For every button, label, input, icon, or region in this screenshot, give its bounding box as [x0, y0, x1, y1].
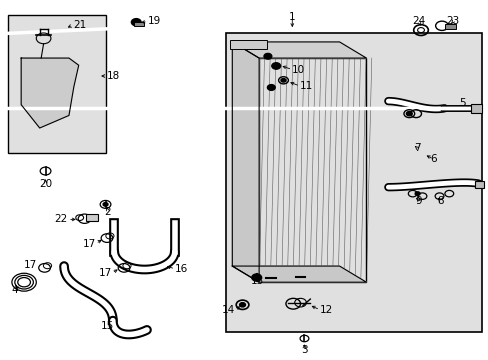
Bar — [259, 58, 366, 282]
Text: 17: 17 — [99, 268, 112, 278]
Text: 14: 14 — [221, 305, 234, 315]
Bar — [229, 40, 267, 49]
Text: 15: 15 — [100, 321, 113, 331]
Bar — [8, 15, 105, 153]
Text: 24: 24 — [411, 17, 425, 27]
Bar — [86, 214, 98, 221]
Text: 3: 3 — [301, 345, 307, 355]
Text: 16: 16 — [175, 264, 188, 274]
Text: 7: 7 — [413, 143, 420, 153]
Text: 4: 4 — [11, 285, 18, 296]
Text: 2: 2 — [104, 207, 111, 217]
Text: 21: 21 — [73, 20, 86, 30]
Polygon shape — [232, 42, 366, 58]
Text: 8: 8 — [436, 196, 443, 206]
Text: 22: 22 — [55, 215, 68, 224]
Bar — [470, 104, 481, 113]
Circle shape — [414, 192, 419, 195]
Polygon shape — [21, 58, 79, 128]
Text: 13: 13 — [250, 276, 264, 286]
Circle shape — [271, 63, 280, 69]
Text: 20: 20 — [39, 179, 52, 189]
Circle shape — [264, 53, 271, 59]
Text: 12: 12 — [320, 305, 333, 315]
Text: 10: 10 — [292, 64, 305, 75]
Text: 23: 23 — [446, 17, 459, 27]
Circle shape — [406, 112, 411, 116]
Text: 6: 6 — [429, 154, 436, 164]
Text: 17: 17 — [24, 260, 38, 270]
Text: 18: 18 — [107, 71, 120, 81]
Text: 11: 11 — [300, 81, 313, 91]
Text: 17: 17 — [82, 239, 96, 249]
Circle shape — [281, 78, 285, 82]
Circle shape — [131, 19, 141, 26]
Circle shape — [239, 303, 245, 307]
Text: 5: 5 — [459, 98, 466, 108]
Text: 1: 1 — [288, 12, 295, 22]
Polygon shape — [232, 42, 259, 282]
Text: 9: 9 — [415, 196, 422, 206]
Text: 19: 19 — [148, 17, 161, 27]
Circle shape — [103, 203, 108, 206]
Circle shape — [267, 85, 275, 90]
Polygon shape — [232, 266, 366, 282]
Bar — [225, 33, 481, 332]
Circle shape — [251, 274, 261, 281]
Bar — [474, 181, 484, 188]
Bar — [134, 22, 144, 26]
Bar — [445, 24, 455, 30]
